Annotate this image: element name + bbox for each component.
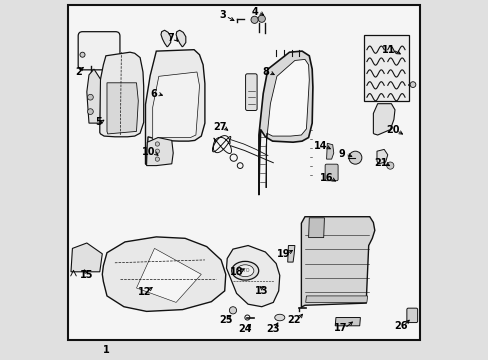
Polygon shape [301,217,374,308]
Polygon shape [145,50,204,165]
Circle shape [229,307,236,314]
Polygon shape [258,51,312,195]
Text: 27: 27 [213,122,226,132]
Bar [363,35,408,101]
Polygon shape [373,104,394,135]
Text: 7: 7 [167,33,174,43]
Polygon shape [102,237,225,311]
Text: 20: 20 [386,125,399,135]
Circle shape [80,52,85,57]
Polygon shape [87,69,101,123]
FancyBboxPatch shape [78,32,120,70]
Polygon shape [176,30,185,47]
Text: 26: 26 [393,321,407,331]
Polygon shape [376,149,387,164]
Circle shape [155,149,159,153]
Polygon shape [326,143,333,159]
Text: 19: 19 [276,249,289,259]
Text: 12: 12 [138,287,151,297]
Text: 8: 8 [262,67,268,77]
Text: 4: 4 [251,6,258,17]
Circle shape [155,157,159,161]
Circle shape [155,142,159,146]
Polygon shape [71,243,102,272]
Ellipse shape [236,265,253,276]
Text: OTO: OTO [240,268,250,273]
Polygon shape [107,83,138,134]
Text: 3: 3 [219,10,226,20]
Text: 1: 1 [102,345,109,355]
Text: 9: 9 [338,149,345,159]
Polygon shape [287,246,294,262]
Polygon shape [265,59,309,188]
Circle shape [250,16,258,23]
Polygon shape [226,246,279,307]
Text: 10: 10 [142,147,156,157]
Polygon shape [136,248,201,302]
Polygon shape [161,30,170,47]
Text: 14: 14 [313,141,327,151]
Text: 15: 15 [80,270,93,280]
Polygon shape [308,218,324,238]
Text: 21: 21 [373,158,386,168]
Text: 5: 5 [95,117,102,127]
Text: 2: 2 [75,67,81,77]
Circle shape [409,82,415,87]
Text: 16: 16 [319,173,333,183]
Text: 6: 6 [150,89,157,99]
Circle shape [258,15,265,22]
Text: 24: 24 [238,324,251,334]
Ellipse shape [231,261,258,280]
Text: 25: 25 [219,315,232,325]
Ellipse shape [274,314,284,321]
Circle shape [87,94,93,100]
Polygon shape [305,296,367,302]
Text: 13: 13 [255,286,268,296]
Text: 22: 22 [287,315,300,325]
Circle shape [87,109,93,114]
Text: 18: 18 [229,267,243,277]
Polygon shape [335,318,360,326]
Text: 23: 23 [265,324,279,334]
FancyBboxPatch shape [245,74,257,111]
FancyBboxPatch shape [406,308,417,323]
Polygon shape [100,52,143,137]
Circle shape [386,162,393,169]
Text: 11: 11 [381,45,394,55]
FancyBboxPatch shape [325,164,337,181]
Text: 17: 17 [333,323,347,333]
Polygon shape [146,138,173,166]
Polygon shape [152,72,199,163]
Circle shape [348,151,361,164]
